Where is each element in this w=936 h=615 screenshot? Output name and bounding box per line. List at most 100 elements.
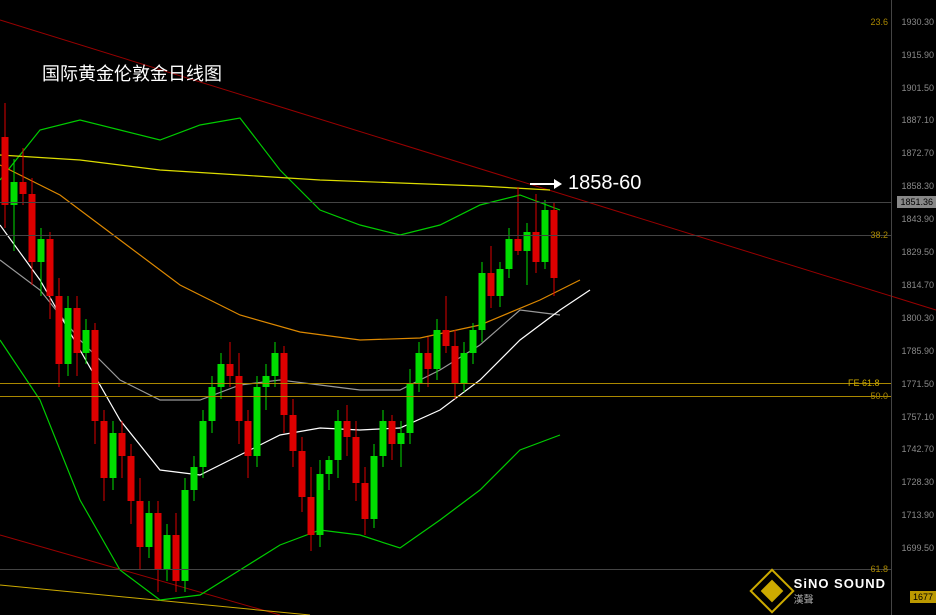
candle [324, 0, 333, 615]
candle [279, 0, 288, 615]
candle [378, 0, 387, 615]
candle [360, 0, 369, 615]
candle [297, 0, 306, 615]
y-tick: 1829.50 [901, 247, 934, 257]
candle [540, 0, 549, 615]
candle [261, 0, 270, 615]
candle [450, 0, 459, 615]
candle [486, 0, 495, 615]
logo-sub: 漢聲 [794, 591, 886, 606]
logo-diamond-icon [749, 568, 794, 613]
candle [99, 0, 108, 615]
candle [513, 0, 522, 615]
candle [315, 0, 324, 615]
candle [441, 0, 450, 615]
fib-label: FE 61.8 [848, 378, 880, 388]
logo-main: SiNO SOUND [794, 576, 886, 591]
annotation-text: 1858-60 [568, 172, 641, 195]
candle [36, 0, 45, 615]
candle [54, 0, 63, 615]
candle [270, 0, 279, 615]
y-tick: 1887.10 [901, 115, 934, 125]
candle [162, 0, 171, 615]
bottom-price-marker: 1677 [910, 591, 936, 603]
fib-label: 38.2 [870, 230, 888, 240]
y-tick: 1728.30 [901, 477, 934, 487]
candle [189, 0, 198, 615]
candle [234, 0, 243, 615]
fib-label: 23.6 [870, 17, 888, 27]
y-tick: 1699.50 [901, 543, 934, 553]
y-tick: 1901.50 [901, 83, 934, 93]
brand-logo: SiNO SOUND 漢聲 [756, 575, 886, 607]
fib-line [0, 396, 891, 397]
candle [477, 0, 486, 615]
candle [72, 0, 81, 615]
candle [63, 0, 72, 615]
candle [135, 0, 144, 615]
horizontal-line [0, 235, 891, 236]
candle [468, 0, 477, 615]
candle [342, 0, 351, 615]
candle [369, 0, 378, 615]
candle [423, 0, 432, 615]
horizontal-line [0, 569, 891, 570]
current-price-marker: 1851.36 [897, 196, 936, 208]
candle [333, 0, 342, 615]
candle [117, 0, 126, 615]
candle [387, 0, 396, 615]
candle [504, 0, 513, 615]
chart-title: 国际黄金伦敦金日线图 [42, 60, 222, 86]
fib-label: 61.8 [870, 564, 888, 574]
candle [414, 0, 423, 615]
candle [144, 0, 153, 615]
candle [288, 0, 297, 615]
candle [180, 0, 189, 615]
logo-text: SiNO SOUND 漢聲 [794, 576, 886, 606]
y-tick: 1872.70 [901, 148, 934, 158]
candle [153, 0, 162, 615]
candle [81, 0, 90, 615]
candle [225, 0, 234, 615]
y-tick: 1757.10 [901, 412, 934, 422]
y-tick: 1843.90 [901, 214, 934, 224]
fib-line [0, 383, 891, 384]
candle [216, 0, 225, 615]
y-tick: 1814.70 [901, 280, 934, 290]
candle [18, 0, 27, 615]
y-tick: 1785.90 [901, 346, 934, 356]
candle [396, 0, 405, 615]
y-tick: 1713.90 [901, 510, 934, 520]
candle [495, 0, 504, 615]
candle [459, 0, 468, 615]
candle [198, 0, 207, 615]
candle [306, 0, 315, 615]
candle [45, 0, 54, 615]
candle [243, 0, 252, 615]
candle [432, 0, 441, 615]
candle [252, 0, 261, 615]
candle [126, 0, 135, 615]
y-tick: 1771.50 [901, 379, 934, 389]
candle [108, 0, 117, 615]
candle [207, 0, 216, 615]
candle [9, 0, 18, 615]
y-tick: 1800.30 [901, 313, 934, 323]
arrow-icon [530, 183, 560, 185]
candle [405, 0, 414, 615]
candle [522, 0, 531, 615]
candle [27, 0, 36, 615]
y-tick: 1742.70 [901, 444, 934, 454]
y-axis: 1930.301915.901901.501887.101872.701858.… [891, 0, 936, 615]
candle [531, 0, 540, 615]
candle [0, 0, 9, 615]
fib-label: 50.0 [870, 391, 888, 401]
y-tick: 1930.30 [901, 17, 934, 27]
price-annotation: 1858-60 [530, 172, 641, 195]
y-tick: 1915.90 [901, 50, 934, 60]
candle [90, 0, 99, 615]
horizontal-line [0, 202, 891, 203]
chart-container: 23.6 38.2 FE 61.8 50.0 61.8 国际黄金伦敦金日线图 1858-… [0, 0, 936, 615]
candle [351, 0, 360, 615]
candle [171, 0, 180, 615]
